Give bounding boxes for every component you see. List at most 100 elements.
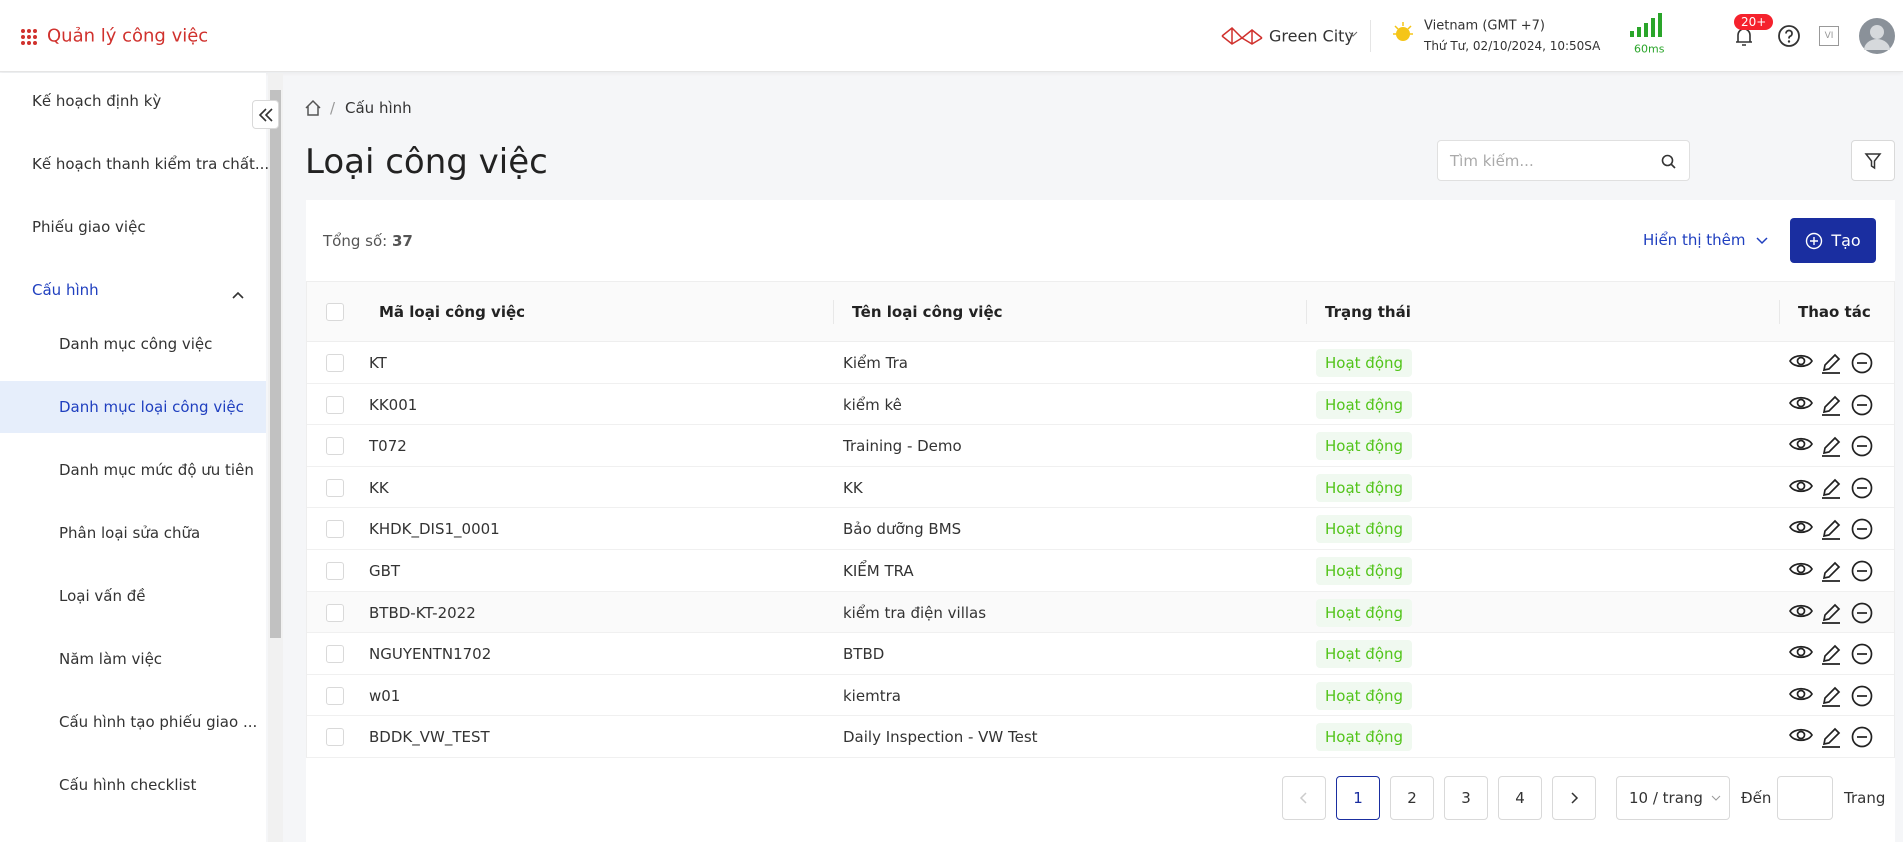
create-button[interactable]: Tạo (1790, 218, 1876, 263)
checkbox[interactable] (326, 686, 344, 705)
breadcrumb-item[interactable]: Cấu hình (345, 99, 412, 117)
submenu-item[interactable]: Danh mục mức độ ưu tiên (59, 461, 254, 479)
status-badge: Hoạt động (1316, 390, 1413, 419)
edit-icon[interactable] (1820, 560, 1842, 586)
edit-icon[interactable] (1820, 685, 1842, 711)
view-icon[interactable] (1789, 602, 1813, 624)
menu-item[interactable]: Cấu hình (32, 281, 99, 299)
delete-icon[interactable] (1851, 726, 1873, 752)
page-button[interactable]: 4 (1498, 776, 1542, 820)
next-button[interactable] (1552, 776, 1596, 820)
goto-label: Đến (1741, 789, 1772, 807)
delete-icon[interactable] (1851, 643, 1873, 669)
view-icon[interactable] (1789, 685, 1813, 707)
page-button[interactable]: 1 (1336, 776, 1380, 820)
view-icon[interactable] (1789, 435, 1813, 457)
view-icon[interactable] (1789, 394, 1813, 416)
language[interactable]: VI (1819, 26, 1839, 46)
edit-icon[interactable] (1820, 394, 1842, 420)
notification-badge: 20+ (1734, 14, 1774, 30)
submenu-item[interactable]: Phân loại sửa chữa (59, 524, 201, 542)
home-icon[interactable] (304, 99, 322, 117)
status-badge: Hoạt động (1316, 640, 1413, 669)
page-button[interactable]: 2 (1390, 776, 1434, 820)
delete-icon[interactable] (1851, 477, 1873, 503)
card: Tổng số: 37 Hiển thị thêm Tạo Mã loại cô… (306, 200, 1895, 842)
filter-button[interactable] (1851, 140, 1895, 181)
checkbox[interactable] (326, 354, 344, 372)
delete-icon[interactable] (1851, 352, 1873, 378)
edit-icon[interactable] (1820, 352, 1842, 378)
submenu-item[interactable]: Loại vấn đề (59, 587, 146, 605)
datetime: Thứ Tư, 02/10/2024, 10:50SA (1424, 39, 1601, 53)
view-icon[interactable] (1789, 726, 1813, 748)
checkbox[interactable] (326, 303, 344, 321)
avatar[interactable] (1859, 18, 1895, 54)
submenu-item[interactable]: Cấu hình tạo phiếu giao ... (59, 713, 258, 731)
page-size-select[interactable]: 10 / trang (1616, 776, 1730, 820)
edit-icon[interactable] (1820, 726, 1842, 752)
table-header (307, 282, 1894, 342)
checkbox[interactable] (326, 603, 344, 622)
edit-icon[interactable] (1820, 602, 1842, 628)
submenu-item[interactable]: Năm làm việc (59, 650, 163, 668)
cell-name: BTBD (843, 645, 885, 664)
checkbox[interactable] (326, 520, 344, 539)
view-icon[interactable] (1789, 477, 1813, 499)
delete-icon[interactable] (1851, 435, 1873, 461)
cell-code: GBT (369, 562, 401, 580)
help-icon[interactable] (1777, 24, 1801, 48)
checkbox[interactable] (326, 437, 344, 456)
scroll-thumb[interactable] (270, 90, 281, 638)
edit-icon[interactable] (1820, 518, 1842, 544)
table-row (307, 675, 1894, 717)
checkbox[interactable] (326, 645, 344, 664)
delete-icon[interactable] (1851, 518, 1873, 544)
column-header: Trạng thái (1325, 303, 1411, 321)
view-icon[interactable] (1789, 643, 1813, 665)
total: Tổng số: 37 (323, 232, 413, 250)
apps-icon[interactable] (20, 28, 38, 46)
pagination: 1 2 3 4 10 / trang Đến Trang (306, 758, 1895, 842)
edit-icon[interactable] (1820, 643, 1842, 669)
checkbox[interactable] (326, 395, 344, 414)
site-name[interactable]: Green City (1269, 26, 1354, 46)
delete-icon[interactable] (1851, 685, 1873, 711)
delete-icon[interactable] (1851, 394, 1873, 420)
submenu-item[interactable]: Danh mục loại công việc (59, 398, 244, 416)
view-icon[interactable] (1789, 518, 1813, 540)
show-more[interactable]: Hiển thị thêm (1643, 231, 1768, 249)
checkbox[interactable] (326, 478, 344, 497)
search-box[interactable]: Tìm kiếm... (1437, 140, 1690, 181)
status-badge: Hoạt động (1316, 723, 1413, 752)
view-icon[interactable] (1789, 352, 1813, 374)
table-row (307, 425, 1894, 467)
checkbox[interactable] (326, 562, 344, 580)
edit-icon[interactable] (1820, 477, 1842, 503)
goto-input[interactable] (1777, 776, 1833, 820)
menu-item[interactable]: Phiếu giao việc (32, 218, 146, 236)
checkbox[interactable] (326, 728, 344, 747)
cell-code: w01 (369, 686, 401, 705)
table-row (307, 550, 1894, 592)
view-icon[interactable] (1789, 560, 1813, 582)
column-divider (1306, 300, 1307, 324)
cell-name: Kiểm Tra (843, 354, 908, 372)
prev-button (1282, 776, 1326, 820)
submenu-item[interactable]: Cấu hình checklist (59, 776, 197, 794)
page-button[interactable]: 3 (1444, 776, 1488, 820)
edit-icon[interactable] (1820, 435, 1842, 461)
menu-item[interactable]: Kế hoạch thanh kiểm tra chất... (32, 155, 270, 173)
show-more-label: Hiển thị thêm (1643, 231, 1746, 249)
submenu-item[interactable]: Danh mục công việc (59, 335, 213, 353)
delete-icon[interactable] (1851, 602, 1873, 628)
cell-name: Training - Demo (843, 437, 962, 456)
menu-item[interactable]: Kế hoạch định kỳ (32, 92, 162, 110)
sidebar: Kế hoạch định kỳ Kế hoạch thanh kiểm tra … (0, 73, 270, 842)
column-header: Mã loại công việc (379, 303, 526, 321)
total-count: 37 (391, 232, 413, 250)
collapse-button[interactable] (252, 100, 279, 129)
delete-icon[interactable] (1851, 560, 1873, 586)
search-icon (1661, 154, 1676, 169)
